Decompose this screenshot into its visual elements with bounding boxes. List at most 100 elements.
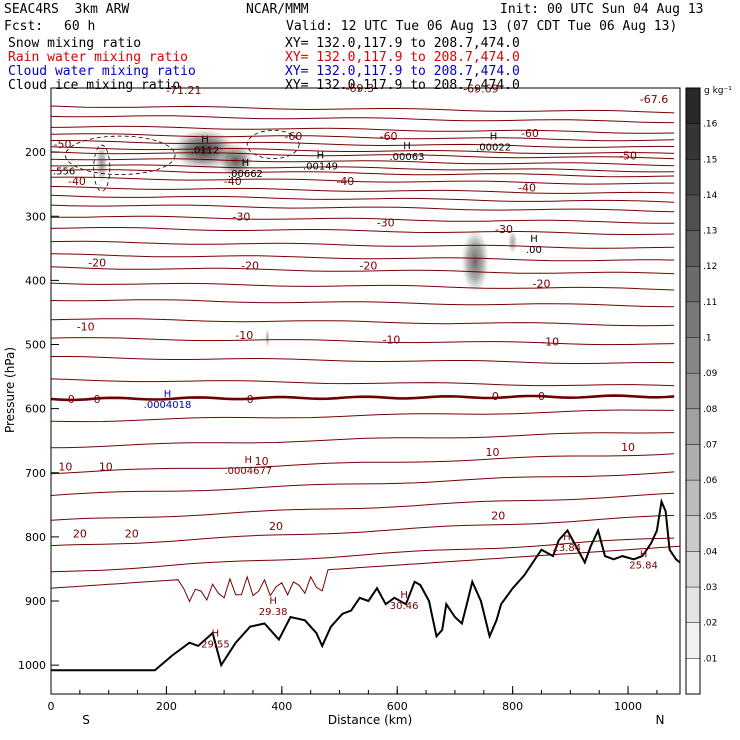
colorbar-cell-8 <box>686 373 700 409</box>
colorbar-cell-15 <box>686 622 700 659</box>
temp-label-20: -10 <box>77 321 95 334</box>
model-title: SEAC4RS 3km ARW <box>4 2 130 17</box>
ice-outline-1 <box>246 129 300 159</box>
isotherm-24 <box>51 378 675 387</box>
isotherm-7 <box>51 158 675 167</box>
colorbar-label-4: .05 <box>703 512 717 522</box>
max-marker-5: H <box>530 234 538 245</box>
max-marker-11: H <box>400 590 408 601</box>
temp-label-14: -30 <box>377 217 395 230</box>
max-value-8: .0004677 <box>224 466 272 477</box>
colorbar-unit: g kg⁻¹ <box>704 86 732 96</box>
x-axis-label: Distance (km) <box>328 713 412 727</box>
colorbar-label-0: .01 <box>703 654 717 664</box>
y-tick-label-7: 900 <box>25 595 46 608</box>
colorbar-label-14: .15 <box>703 155 717 165</box>
forecast-label: Fcst: <box>4 19 44 34</box>
max-marker-4: H <box>490 131 498 142</box>
field-xy-cloud-ice: XY= 132.0,117.9 to 208.7,474.0 <box>285 78 520 93</box>
max-marker-13: H <box>640 549 648 560</box>
max-marker-1: H <box>242 158 250 169</box>
colorbar-cell-5 <box>686 266 700 302</box>
x-tick-label-1: 200 <box>156 700 177 713</box>
temperature-contours <box>51 105 680 603</box>
max-value-5: .00 <box>526 245 542 256</box>
isotherm-21 <box>51 318 675 327</box>
max-marker-9: H <box>212 628 220 639</box>
y-tick-label-1: 300 <box>25 210 46 223</box>
isotherm-19 <box>51 282 675 291</box>
isotherm-boundary <box>51 545 680 603</box>
temp-label-13: -30 <box>232 210 250 223</box>
isotherm-29 <box>51 492 675 521</box>
temp-label-1: -71.21 <box>166 84 201 97</box>
y-tick-label-2: 400 <box>25 274 46 287</box>
isotherm-3 <box>51 133 675 142</box>
snow-shading <box>65 129 518 348</box>
colorbar-label-5: .06 <box>703 476 718 486</box>
max-value-1: .00662 <box>228 169 263 180</box>
field-xy-snow: XY= 132.0,117.9 to 208.7,474.0 <box>285 36 520 51</box>
isotherm-2 <box>51 125 675 134</box>
temp-label-34: 20 <box>73 528 87 541</box>
valid-time: Valid: 12 UTC Tue 06 Aug 13 (07 CDT Tue … <box>286 19 678 34</box>
colorbar-label-7: .08 <box>703 405 718 415</box>
isotherm-16 <box>51 240 675 249</box>
max-marker-2: H <box>317 151 325 162</box>
max-value-7: .0004018 <box>144 400 192 411</box>
colorbar-label-1: .02 <box>703 619 717 629</box>
field-label-cloud-ice: Cloud ice mixing ratio <box>8 78 181 93</box>
max-value-2: .00149 <box>303 162 338 173</box>
isotherm-18 <box>51 266 675 275</box>
colorbar-cell-3 <box>686 194 700 231</box>
temp-label-32: 10 <box>485 446 499 459</box>
temp-label-5: -60 <box>284 130 302 143</box>
colorbar-cell-2 <box>686 159 700 195</box>
field-xy-rain: XY= 132.0,117.9 to 208.7,474.0 <box>285 50 520 65</box>
colorbar-cell-11 <box>686 480 700 516</box>
max-marker-8: H <box>245 455 253 466</box>
max-marker-7: H <box>164 389 172 400</box>
colorbar-cell-6 <box>686 301 700 338</box>
colorbar-cell-13 <box>686 551 700 588</box>
colorbar-label-8: .09 <box>703 369 718 379</box>
temp-label-37: 20 <box>491 510 505 523</box>
temp-label-27: 0 <box>492 390 499 403</box>
temp-label-23: -10 <box>541 335 559 348</box>
isotherm-5 <box>51 146 675 155</box>
colorbar-label-11: .12 <box>703 262 717 272</box>
colorbar: .01 .02 .03 .04 .05 .06 .07 .08 .09 .1 .11 .12 .13 .1… <box>685 87 718 695</box>
colorbar-frame <box>685 87 701 695</box>
isotherm-23 <box>51 356 675 364</box>
temp-label-22: -10 <box>382 333 400 346</box>
colorbar-label-9: .1 <box>703 334 712 344</box>
isotherm-31 <box>51 537 675 573</box>
temp-label-0: -50 <box>54 138 72 151</box>
max-value-0: .0112 <box>191 146 220 157</box>
terrain-line <box>51 498 680 672</box>
colorbar-label-15: .16 <box>703 120 718 130</box>
isotherm-26 <box>51 432 675 449</box>
colorbar-label-2: .03 <box>703 583 717 593</box>
field-label-cloud-water: Cloud water mixing ratio <box>8 64 196 79</box>
max-value-6: .556 <box>53 167 75 178</box>
colorbar-cell-12 <box>686 515 700 552</box>
init-time: Init: 00 UTC Sun 04 Aug 13 <box>500 2 704 17</box>
max-value-10: 29.38 <box>259 607 288 618</box>
y-tick-label-4: 600 <box>25 403 46 416</box>
temp-label-35: 20 <box>125 528 139 541</box>
isotherm-1 <box>51 115 675 124</box>
plot-frame <box>50 87 681 695</box>
colorbar-cell-7 <box>686 337 700 374</box>
forecast-hours: 60 h <box>64 19 96 34</box>
isotherm-17 <box>51 253 675 262</box>
colorbar-cell-14 <box>686 587 700 623</box>
max-value-12: 23.84 <box>553 543 582 554</box>
isotherm-28 <box>51 471 675 496</box>
temp-label-29: 10 <box>58 460 72 473</box>
isotherm-25 <box>51 409 675 423</box>
colorbar-cell-0 <box>686 88 700 124</box>
isotherm-22 <box>51 337 675 346</box>
colorbar-label-6: .07 <box>703 440 717 450</box>
